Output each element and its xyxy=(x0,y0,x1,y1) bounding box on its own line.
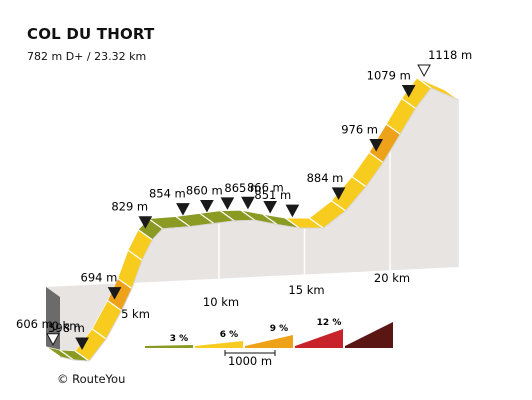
waypoint-marker xyxy=(401,84,416,98)
elevation-label: 865 m xyxy=(224,181,261,195)
legend-grade-label: 6 % xyxy=(220,330,238,340)
segment-divider xyxy=(117,278,133,290)
km-tick-label: 20 km xyxy=(374,271,410,285)
elevation-label: 1118 m xyxy=(428,48,472,62)
elevation-label: 854 m xyxy=(149,187,186,201)
segment-divider xyxy=(331,200,346,212)
profile-front-edge xyxy=(59,87,459,362)
endpoint-marker xyxy=(46,333,60,346)
segment-divider xyxy=(220,210,235,222)
segment-divider xyxy=(74,350,90,362)
waypoint-marker xyxy=(285,204,300,218)
elevation-label: 598 m xyxy=(48,321,85,335)
elevation-label: 976 m xyxy=(341,123,378,137)
segment-divider xyxy=(240,209,256,221)
segment-divider xyxy=(351,176,367,188)
waypoint-marker xyxy=(241,196,255,210)
segment-divider xyxy=(148,218,163,230)
segment-divider xyxy=(308,217,324,229)
legend-grade-swatch xyxy=(245,335,293,348)
segment-divider xyxy=(91,328,107,340)
legend-grade-swatch xyxy=(345,322,393,348)
waypoint-marker xyxy=(75,337,89,351)
segment-divider xyxy=(127,249,143,261)
elevation-label: 694 m xyxy=(81,271,118,285)
elevation-label: 860 m xyxy=(186,183,223,197)
waypoint-marker xyxy=(331,187,346,200)
segment-divider xyxy=(368,152,384,164)
elevation-label: 829 m xyxy=(111,200,148,214)
chart-subtitle: 782 m D+ / 23.32 km xyxy=(27,50,147,63)
endpoint-marker xyxy=(417,64,431,78)
legend-grade-swatch xyxy=(295,329,343,348)
waypoint-marker xyxy=(138,216,153,229)
segment-divider xyxy=(385,123,401,135)
legend-grade-label: 3 % xyxy=(170,334,188,344)
segment-divider xyxy=(107,300,122,312)
waypoint-marker xyxy=(220,197,235,210)
waypoint-marker xyxy=(200,199,214,213)
segment-divider xyxy=(199,212,215,224)
segment-divider xyxy=(175,216,191,228)
copyright-credit: © RouteYou xyxy=(57,372,126,386)
legend-grade-swatch xyxy=(195,341,243,348)
segment-divider xyxy=(285,217,300,229)
segment-divider xyxy=(45,346,61,358)
waypoint-marker xyxy=(263,201,278,214)
elevation-label: 606 m xyxy=(16,317,53,331)
waypoint-marker xyxy=(369,139,384,152)
segment-divider xyxy=(137,229,153,241)
segment-divider xyxy=(59,349,75,361)
elevation-label: 884 m xyxy=(307,171,344,185)
waypoint-marker xyxy=(107,287,122,300)
legend-grade-label: 12 % xyxy=(317,318,342,328)
chart-title: COL DU THORT xyxy=(27,25,155,43)
segment-divider xyxy=(262,214,278,225)
km-tick-label: 5 km xyxy=(121,307,150,321)
elevation-label: 851 m xyxy=(254,188,291,202)
km-tick-label: 0 km xyxy=(52,319,81,333)
legend-scale-label: 1000 m xyxy=(228,354,272,368)
segment-divider xyxy=(416,77,432,89)
elevation-label: 1079 m xyxy=(367,68,411,82)
legend-grade-swatch xyxy=(145,345,193,348)
km-tick-label: 10 km xyxy=(203,295,239,309)
km-tick-label: 15 km xyxy=(288,283,324,297)
legend-grade-label: 9 % xyxy=(270,324,288,334)
elevation-label: 866 m xyxy=(247,180,284,194)
waypoint-marker xyxy=(176,203,190,216)
segment-divider xyxy=(401,97,417,109)
